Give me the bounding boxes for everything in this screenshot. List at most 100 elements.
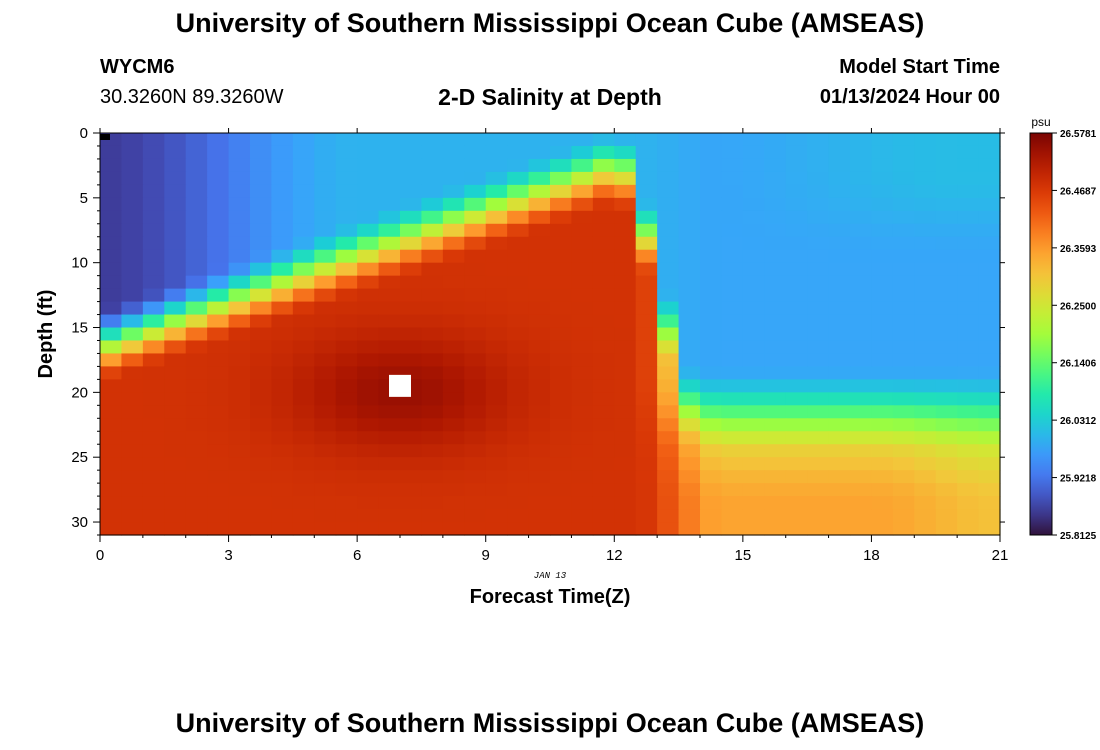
heatmap-cell xyxy=(550,262,573,277)
heatmap-cell xyxy=(871,353,894,368)
heatmap-cell xyxy=(592,262,615,277)
heatmap-cell xyxy=(271,418,294,432)
heatmap-cell xyxy=(528,301,551,316)
heatmap-cell xyxy=(335,301,358,316)
heatmap-cell xyxy=(635,509,658,523)
heatmap-cell xyxy=(764,184,787,199)
heatmap-cell xyxy=(378,223,401,238)
heatmap-cell xyxy=(314,210,337,225)
heatmap-cell xyxy=(485,145,508,160)
heatmap-cell xyxy=(592,275,615,290)
heatmap-cell xyxy=(721,340,744,355)
heatmap-cell xyxy=(292,210,315,225)
heatmap-cell xyxy=(228,249,251,264)
heatmap-cell xyxy=(357,353,380,368)
heatmap-cell xyxy=(828,522,851,536)
heatmap-cell xyxy=(807,288,830,303)
heatmap-cell xyxy=(550,197,573,212)
heatmap-cell xyxy=(700,353,723,368)
heatmap-cell xyxy=(957,418,980,432)
heatmap-cell xyxy=(378,275,401,290)
y-tick-label: 30 xyxy=(71,514,88,531)
heatmap-cell xyxy=(528,158,551,173)
heatmap-cell xyxy=(271,444,294,458)
heatmap-cell xyxy=(421,431,444,445)
heatmap-cell xyxy=(357,405,380,419)
heatmap-cell xyxy=(935,184,958,199)
heatmap-cell xyxy=(764,392,787,406)
heatmap-cell xyxy=(357,275,380,290)
heatmap-cell xyxy=(742,210,765,225)
heatmap-cell xyxy=(228,210,251,225)
heatmap-cell xyxy=(185,496,208,510)
heatmap-cell xyxy=(421,262,444,277)
heatmap-cell xyxy=(121,236,144,251)
heatmap-cell xyxy=(228,145,251,160)
heatmap-cell xyxy=(464,275,487,290)
heatmap-cell xyxy=(592,249,615,264)
heatmap-cell xyxy=(850,301,873,316)
heatmap-cell xyxy=(507,444,530,458)
heatmap-cell xyxy=(978,262,1001,277)
heatmap-cell xyxy=(121,184,144,199)
heatmap-cell xyxy=(935,133,958,147)
heatmap-cell xyxy=(678,483,701,497)
colorbar-tick-label: 26.4687 xyxy=(1060,186,1097,197)
heatmap-cell xyxy=(335,236,358,251)
heatmap-cell xyxy=(335,171,358,186)
heatmap-cell xyxy=(592,171,615,186)
heatmap-cell xyxy=(421,210,444,225)
heatmap-cell xyxy=(957,314,980,329)
heatmap-cell xyxy=(678,158,701,173)
heatmap-cell xyxy=(528,509,551,523)
heatmap-cell xyxy=(335,210,358,225)
heatmap-cell xyxy=(314,288,337,303)
heatmap-cell xyxy=(892,457,915,471)
heatmap-cell xyxy=(464,483,487,497)
heatmap-cell xyxy=(314,275,337,290)
heatmap-cell xyxy=(935,249,958,264)
heatmap-cell xyxy=(935,158,958,173)
heatmap-cell xyxy=(142,171,165,186)
heatmap-cell xyxy=(592,236,615,251)
heatmap-cell xyxy=(292,522,315,536)
heatmap-cell xyxy=(657,457,680,471)
y-tick-label: 20 xyxy=(71,384,88,401)
heatmap-cell xyxy=(657,509,680,523)
heatmap-cell xyxy=(550,340,573,355)
heatmap-cell xyxy=(400,496,423,510)
heatmap-cell xyxy=(571,210,594,225)
surface-marker xyxy=(100,134,110,140)
heatmap-cell xyxy=(378,496,401,510)
heatmap-cell xyxy=(742,301,765,316)
heatmap-cell xyxy=(828,288,851,303)
heatmap-cell xyxy=(185,327,208,342)
heatmap-cell xyxy=(550,145,573,160)
heatmap-cell xyxy=(978,184,1001,199)
heatmap-cell xyxy=(785,314,808,329)
heatmap-cell xyxy=(228,392,251,406)
heatmap-cell xyxy=(764,301,787,316)
heatmap-cell xyxy=(742,171,765,186)
heatmap-cell xyxy=(914,327,937,342)
heatmap-cell xyxy=(164,418,187,432)
heatmap-cell xyxy=(507,418,530,432)
heatmap-cell xyxy=(185,158,208,173)
heatmap-cell xyxy=(528,392,551,406)
heatmap-cell xyxy=(635,405,658,419)
heatmap-cell xyxy=(207,210,230,225)
heatmap-cell xyxy=(528,236,551,251)
x-tick-label: 15 xyxy=(735,547,752,564)
page-title: University of Southern Mississippi Ocean… xyxy=(175,8,925,38)
heatmap-cell xyxy=(764,379,787,393)
heatmap-cell xyxy=(314,470,337,484)
heatmap-cell xyxy=(464,353,487,368)
heatmap-cell xyxy=(592,405,615,419)
heatmap-cell xyxy=(378,444,401,458)
heatmap-cell xyxy=(550,327,573,342)
heatmap-cell xyxy=(335,444,358,458)
heatmap-cell xyxy=(850,158,873,173)
heatmap-cell xyxy=(528,353,551,368)
heatmap-cell xyxy=(442,340,465,355)
heatmap-cell xyxy=(978,431,1001,445)
